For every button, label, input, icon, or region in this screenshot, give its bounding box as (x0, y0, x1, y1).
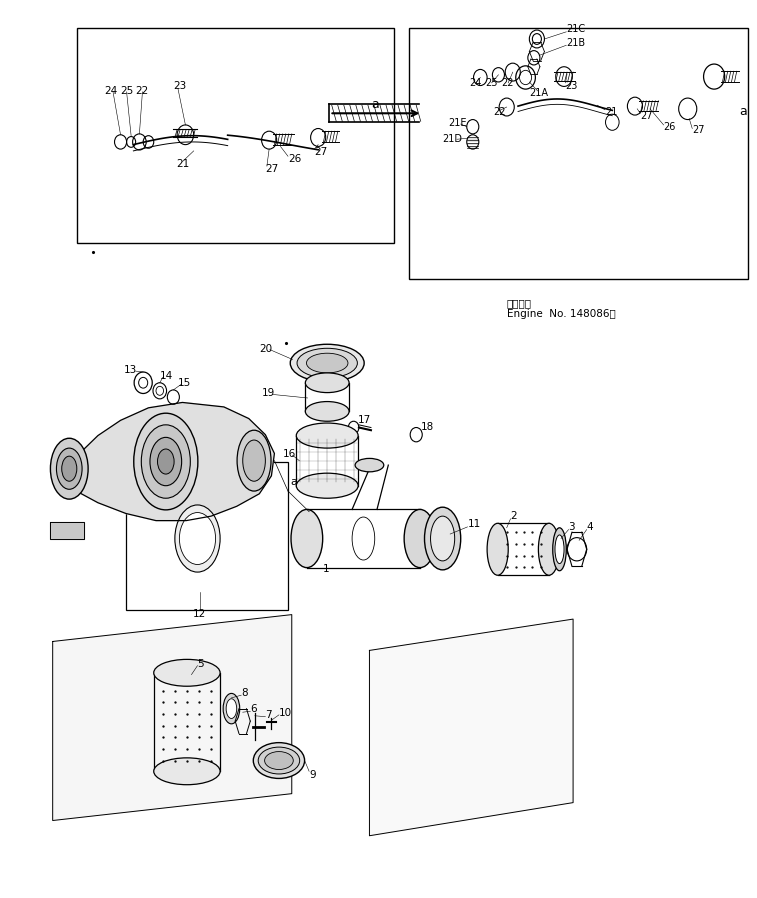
Text: a: a (371, 98, 378, 110)
Text: 19: 19 (262, 389, 275, 399)
Ellipse shape (265, 752, 293, 770)
Text: 24: 24 (469, 78, 481, 88)
Text: 21B: 21B (566, 39, 585, 48)
Text: 11: 11 (468, 519, 481, 529)
Ellipse shape (296, 423, 358, 448)
Text: 5: 5 (198, 659, 204, 669)
Text: 21: 21 (176, 159, 189, 170)
Ellipse shape (157, 449, 174, 474)
Ellipse shape (154, 758, 220, 785)
Ellipse shape (555, 535, 564, 564)
Text: 23: 23 (565, 81, 578, 91)
Ellipse shape (134, 413, 198, 510)
Text: 8: 8 (241, 688, 248, 698)
Ellipse shape (431, 516, 455, 561)
Text: 21: 21 (605, 108, 617, 118)
Text: 21A: 21A (529, 88, 548, 98)
Text: 17: 17 (357, 416, 371, 426)
Text: 6: 6 (251, 704, 257, 714)
Text: 20: 20 (260, 344, 273, 354)
Text: 18: 18 (421, 422, 434, 432)
Text: 9: 9 (309, 770, 316, 779)
Polygon shape (369, 619, 573, 836)
Text: 16: 16 (282, 449, 296, 460)
Text: 4: 4 (587, 522, 593, 532)
Text: 7: 7 (266, 710, 272, 720)
Text: 23: 23 (173, 82, 187, 92)
Text: 1: 1 (322, 564, 329, 574)
Ellipse shape (243, 440, 266, 481)
Ellipse shape (553, 528, 566, 571)
Polygon shape (53, 614, 291, 821)
Ellipse shape (179, 513, 216, 565)
Text: 3: 3 (569, 522, 575, 532)
Text: 14: 14 (160, 371, 173, 381)
Ellipse shape (297, 348, 357, 378)
Text: 10: 10 (279, 709, 292, 718)
Text: 22: 22 (493, 108, 506, 118)
Text: 21C: 21C (566, 24, 585, 34)
Ellipse shape (291, 509, 322, 568)
Ellipse shape (296, 473, 358, 498)
Ellipse shape (226, 699, 237, 718)
Ellipse shape (175, 505, 220, 572)
Text: 2: 2 (510, 511, 517, 521)
Ellipse shape (355, 458, 384, 471)
Ellipse shape (150, 437, 182, 486)
Bar (409, 28, 748, 279)
Ellipse shape (254, 743, 304, 779)
Text: 15: 15 (178, 378, 191, 388)
Text: 22: 22 (501, 78, 514, 88)
Ellipse shape (487, 524, 508, 576)
Ellipse shape (425, 507, 461, 570)
Text: 26: 26 (664, 122, 676, 132)
Ellipse shape (142, 425, 190, 498)
Ellipse shape (290, 344, 364, 382)
Ellipse shape (223, 693, 240, 724)
Text: a: a (291, 477, 298, 487)
Ellipse shape (404, 509, 436, 568)
Ellipse shape (51, 438, 88, 499)
Text: 24: 24 (104, 86, 117, 96)
Text: 13: 13 (123, 365, 137, 375)
Text: 26: 26 (288, 154, 301, 164)
Text: 25: 25 (120, 86, 133, 96)
Polygon shape (53, 402, 275, 521)
Text: 21D: 21D (443, 135, 463, 145)
Text: 27: 27 (266, 163, 279, 174)
Ellipse shape (154, 659, 220, 686)
Text: 27: 27 (314, 146, 328, 157)
Text: 22: 22 (136, 86, 149, 96)
Ellipse shape (538, 524, 559, 576)
Ellipse shape (237, 430, 271, 491)
Bar (126, 462, 288, 610)
Text: a: a (740, 105, 747, 118)
Bar (76, 28, 394, 243)
Ellipse shape (258, 747, 300, 774)
Text: 12: 12 (193, 609, 207, 619)
Polygon shape (51, 523, 84, 539)
Text: 27: 27 (692, 126, 705, 136)
Text: 21E: 21E (448, 119, 466, 128)
Ellipse shape (62, 456, 76, 481)
Ellipse shape (305, 373, 349, 392)
Text: 27: 27 (640, 111, 653, 121)
Text: Engine  No. 148086～: Engine No. 148086～ (506, 309, 615, 319)
Ellipse shape (307, 353, 348, 373)
Ellipse shape (305, 401, 349, 421)
Ellipse shape (57, 448, 82, 489)
Text: 25: 25 (485, 78, 498, 88)
Text: 適用号機: 適用号機 (506, 298, 531, 308)
